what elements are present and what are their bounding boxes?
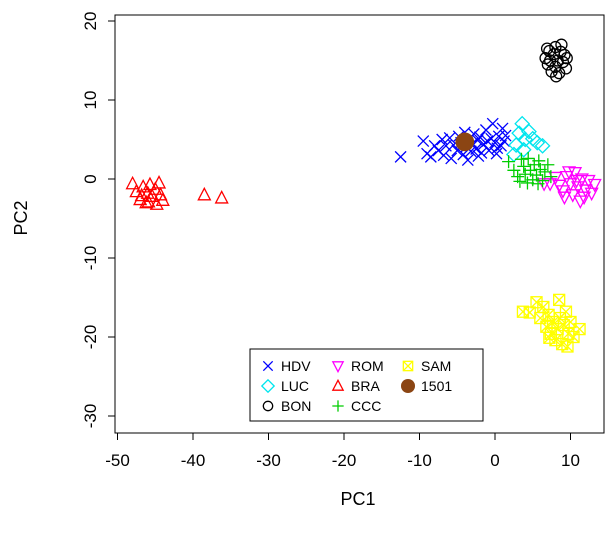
- x-tick-label-4: -10: [407, 451, 432, 470]
- point-hdv-0: [394, 150, 407, 163]
- point-ccc-15: [541, 158, 555, 172]
- point-hdv-41: [490, 147, 503, 160]
- x-tick-label-3: -20: [332, 451, 357, 470]
- point-hdv-29: [483, 144, 495, 157]
- point-1501-0: [455, 132, 475, 152]
- point-hdv-24: [473, 131, 486, 144]
- point-hdv-7: [437, 149, 450, 162]
- legend-label-1501: 1501: [421, 378, 452, 394]
- x-tick-label-0: -50: [105, 451, 130, 470]
- point-hdv-6: [436, 133, 449, 146]
- y-axis-title: PC2: [11, 200, 31, 235]
- x-axis: -50 -40 -30 -20 -10 0 10: [105, 432, 580, 470]
- point-sam-21: [561, 340, 574, 353]
- point-bra-1: [129, 183, 144, 198]
- point-bra-15: [197, 186, 212, 201]
- point-bon-12: [559, 62, 573, 75]
- legend-marker-bon: [262, 400, 274, 412]
- point-rom-10: [578, 184, 593, 198]
- y-tick-label-4: 10: [81, 91, 100, 110]
- point-ccc-17: [520, 176, 534, 190]
- point-ccc-4: [517, 159, 531, 173]
- point-hdv-1: [417, 135, 430, 148]
- point-hdv-38: [499, 129, 512, 142]
- point-luc-7: [508, 137, 525, 153]
- y-axis: -30 -20 -10 0 10 20: [81, 12, 116, 429]
- legend-marker-rom: [331, 361, 345, 374]
- point-rom-13: [587, 178, 602, 193]
- x-tick-label-2: -30: [256, 451, 281, 470]
- y-tick-label-5: 20: [81, 12, 100, 31]
- point-bra-6: [142, 176, 158, 191]
- legend-marker-bra: [331, 378, 345, 391]
- point-bra-10: [151, 175, 167, 189]
- point-ccc-19: [514, 152, 528, 166]
- point-luc-6: [534, 137, 551, 154]
- y-tick-label-2: -10: [81, 246, 100, 271]
- legend-box: [249, 348, 484, 422]
- point-sam-18: [553, 293, 566, 307]
- legend-label-bon: BON: [281, 398, 311, 414]
- legend-marker-ccc: [332, 400, 344, 412]
- legend-label-bra: BRA: [351, 378, 380, 394]
- x-tick-label-6: 10: [561, 451, 580, 470]
- point-hdv-3: [424, 150, 437, 163]
- point-ccc-3: [513, 174, 527, 188]
- x-tick-label-1: -40: [181, 451, 206, 470]
- point-bon-13: [543, 54, 557, 67]
- point-ccc-0: [502, 155, 516, 169]
- legend-marker-sam: [402, 360, 414, 372]
- point-hdv-40: [472, 150, 485, 163]
- y-tick-label-0: -30: [81, 404, 100, 429]
- y-tick-label-1: -20: [81, 325, 100, 350]
- point-rom-19: [561, 166, 577, 180]
- x-axis-title: PC1: [340, 489, 375, 509]
- legend-label-sam: SAM: [421, 358, 451, 374]
- x-tick-label-5: 0: [490, 451, 499, 470]
- legend-marker-1501: [400, 378, 416, 394]
- point-bon-10: [556, 55, 570, 69]
- point-bra-12: [155, 192, 170, 206]
- legend: HDV LUC BON ROM BRA CCC SAM 1501: [249, 348, 484, 422]
- point-hdv-4: [428, 139, 441, 152]
- legend-label-luc: LUC: [281, 378, 309, 394]
- point-sam-2: [530, 296, 543, 309]
- point-luc-8: [515, 141, 532, 158]
- point-rom-11: [581, 174, 596, 189]
- data-points: [125, 38, 602, 353]
- legend-label-ccc: CCC: [351, 398, 381, 414]
- point-ccc-11: [532, 154, 546, 168]
- point-sam-20: [543, 331, 556, 344]
- point-sam-8: [546, 315, 560, 329]
- point-bon-17: [560, 51, 573, 65]
- legend-label-hdv: HDV: [281, 358, 311, 374]
- point-hdv-31: [486, 117, 499, 130]
- point-ccc-6: [521, 151, 535, 165]
- point-bra-0: [125, 175, 140, 190]
- point-rom-16: [577, 191, 592, 206]
- point-bra-16: [214, 190, 229, 204]
- point-rom-15: [569, 174, 584, 189]
- point-hdv-10: [445, 152, 458, 165]
- point-rom-18: [537, 178, 552, 192]
- point-hdv-36: [496, 122, 509, 135]
- point-sam-1: [523, 306, 536, 319]
- point-ccc-16: [544, 170, 558, 184]
- point-bon-14: [550, 70, 563, 83]
- point-rom-14: [557, 191, 572, 206]
- legend-marker-hdv: [262, 360, 274, 372]
- point-bon-16: [540, 42, 554, 55]
- point-ccc-18: [531, 177, 545, 191]
- legend-marker-luc: [260, 378, 276, 394]
- point-bra-14: [134, 187, 149, 202]
- legend-label-rom: ROM: [351, 358, 384, 374]
- point-sam-19: [573, 322, 586, 336]
- point-bon-15: [555, 38, 568, 51]
- point-hdv-39: [461, 154, 474, 166]
- y-tick-label-3: 0: [81, 174, 100, 183]
- point-bra-9: [149, 196, 164, 210]
- point-luc-3: [521, 123, 537, 140]
